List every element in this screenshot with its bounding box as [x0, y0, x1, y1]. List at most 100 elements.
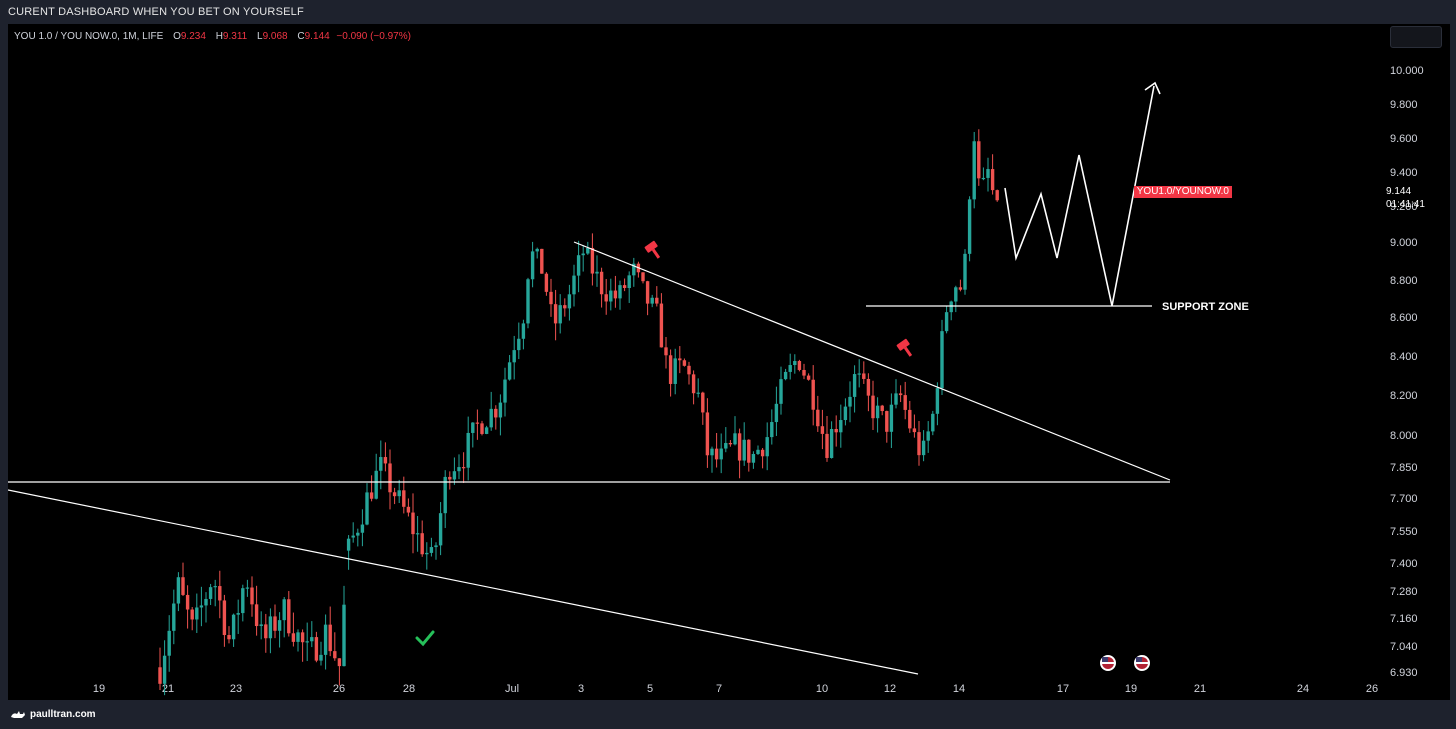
candle-body	[816, 409, 820, 427]
time-axis-label: 12	[884, 683, 896, 695]
legend-symbol: YOU 1.0 / YOU NOW.0, 1M, LIFE	[14, 31, 164, 42]
candle-body	[567, 294, 572, 309]
support-zone-label: SUPPORT ZONE	[1162, 301, 1249, 313]
candle-body	[190, 609, 194, 620]
candle-body	[323, 624, 328, 655]
candle-body	[328, 624, 332, 652]
time-axis-label: 5	[647, 683, 653, 695]
candle-body	[333, 651, 337, 659]
candle-body	[420, 533, 424, 555]
candle-body	[875, 405, 880, 419]
candle-body	[857, 373, 861, 375]
candle-body	[747, 439, 751, 463]
candle-body	[990, 169, 995, 191]
candle-body	[627, 275, 631, 288]
price-axis-label: 7.160	[1390, 613, 1418, 625]
candle-body	[310, 637, 314, 642]
price-axis-label: 7.040	[1390, 641, 1418, 653]
candle-body	[448, 476, 452, 480]
candle-body	[710, 448, 714, 456]
candle-body	[765, 437, 769, 457]
legend-high-key: H	[215, 31, 223, 42]
candle-body	[894, 393, 898, 405]
candle-body	[277, 620, 282, 631]
time-axis-label: 26	[333, 683, 345, 695]
candle-body	[618, 285, 622, 299]
candle-body	[162, 655, 167, 684]
time-axis-label: 3	[578, 683, 584, 695]
candle-body	[586, 247, 590, 254]
price-axis-label: 7.700	[1390, 493, 1418, 505]
candle-body	[926, 431, 930, 441]
candle-body	[889, 404, 894, 432]
candle-body	[319, 654, 323, 661]
candle-body	[986, 169, 990, 178]
price-axis-label: 8.600	[1390, 312, 1418, 324]
candle-body	[512, 350, 516, 363]
candle-body	[742, 439, 746, 461]
candle-body	[213, 586, 217, 588]
candle-body	[475, 422, 480, 424]
candle-body	[181, 577, 185, 595]
candle-body	[903, 395, 907, 410]
legend-open-key: O	[173, 31, 181, 42]
candle-body	[314, 637, 319, 661]
price-axis-label: 8.200	[1390, 390, 1418, 402]
candle-body	[590, 247, 595, 274]
candle-body	[880, 405, 884, 412]
candle-body	[871, 395, 875, 419]
price-axis-label: 9.600	[1390, 133, 1418, 145]
chart-menu-button[interactable]	[1390, 26, 1442, 48]
candle-body	[783, 371, 788, 380]
candle-body	[558, 305, 562, 324]
legend-low-key: L	[257, 31, 263, 42]
candle-body	[940, 331, 944, 389]
window-title: CURENT DASHBOARD WHEN YOU BET ON YOURSEL…	[8, 6, 304, 18]
candle-body	[954, 287, 958, 302]
time-axis-label: 24	[1297, 683, 1309, 695]
candle-body	[659, 303, 664, 348]
time-axis-label: 21	[162, 683, 174, 695]
candle-body	[641, 272, 645, 282]
candle-body	[305, 641, 309, 643]
candle-body	[733, 433, 737, 445]
candle-body	[549, 291, 553, 305]
candle-body	[172, 603, 176, 631]
candle-body	[167, 630, 171, 656]
candle-body	[678, 358, 682, 361]
candle-body	[751, 453, 756, 463]
candle-body	[770, 422, 774, 438]
candle-body	[415, 533, 420, 535]
candle-body	[411, 512, 415, 535]
price-tag-symbol: YOU1.0/YOUNOW.0	[1133, 186, 1232, 198]
candle-body	[484, 427, 489, 434]
candle-body	[356, 532, 360, 536]
candle-body	[728, 443, 733, 445]
candle-body	[595, 271, 599, 274]
time-axis-label: 7	[716, 683, 722, 695]
candle-body	[517, 338, 521, 351]
candle-body	[521, 323, 526, 339]
candle-body	[696, 392, 700, 394]
candle-body	[613, 290, 618, 299]
candle-body	[535, 248, 539, 252]
price-tag-value: 9.144	[1386, 186, 1412, 197]
chart-pane[interactable]: 10.000 9.800 9.600 9.400 9.200 9.000 8.800 8.60…	[8, 24, 1450, 700]
candle-body	[972, 141, 976, 200]
time-axis-label: 26	[1366, 683, 1378, 695]
candle-body	[687, 365, 691, 375]
candle-body	[797, 361, 802, 370]
candle-body	[434, 545, 438, 548]
candle-body	[402, 490, 406, 507]
drawings	[8, 81, 1171, 675]
price-axis-label: 9.200	[1390, 201, 1418, 213]
candle-body	[664, 347, 668, 356]
descending-trend-line	[573, 241, 1171, 481]
candle-body	[655, 297, 659, 304]
price-axis-label: 8.800	[1390, 275, 1418, 287]
legend-low: 9.068	[262, 31, 288, 42]
candle-body	[383, 457, 388, 464]
candle-body	[701, 392, 705, 413]
time-axis-label: 21	[1194, 683, 1206, 695]
candlestick-chart[interactable]: 10.000 9.800 9.600 9.400 9.200 9.000 8.800 8.60…	[8, 24, 1450, 700]
